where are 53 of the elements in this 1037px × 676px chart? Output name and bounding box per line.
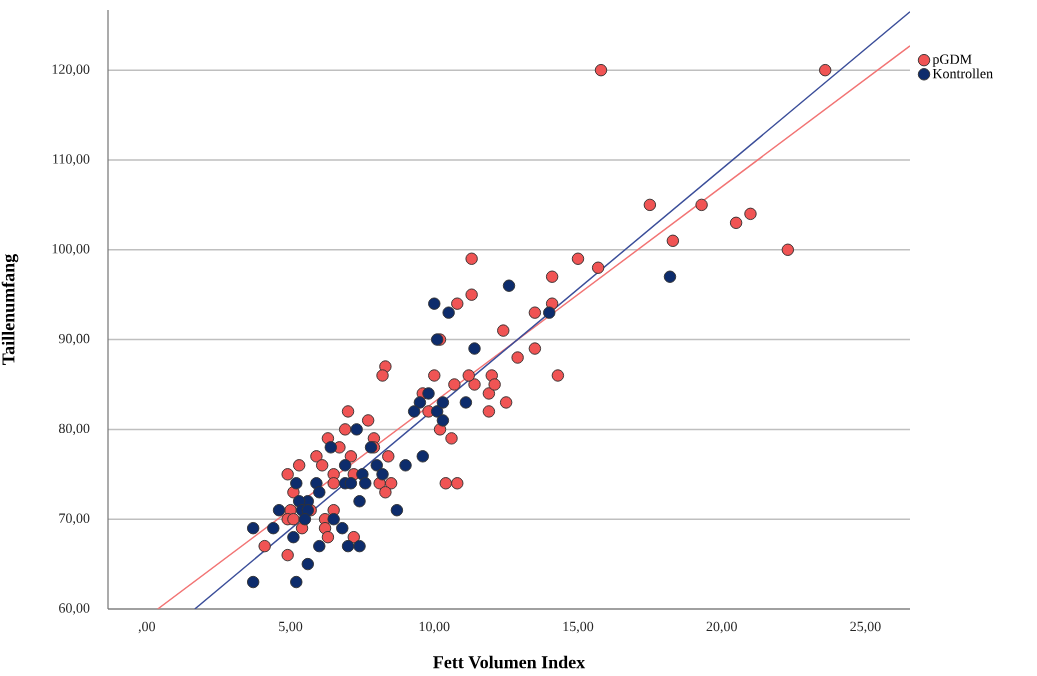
- point: [390, 504, 404, 517]
- point: [663, 270, 677, 283]
- point: [468, 342, 481, 355]
- x-tick-label: 5,00: [279, 621, 303, 634]
- point: [341, 539, 355, 553]
- point: [301, 557, 314, 571]
- point: [287, 530, 300, 544]
- x-tick-label: 15,00: [563, 621, 594, 634]
- point: [246, 575, 260, 589]
- point: [313, 539, 326, 553]
- point: [413, 396, 427, 409]
- point: [442, 306, 455, 319]
- point: [350, 423, 363, 436]
- point: [338, 459, 352, 472]
- y-tick-label: 110,00: [53, 154, 90, 166]
- point: [336, 521, 349, 535]
- point: [436, 414, 450, 427]
- point: [399, 459, 412, 472]
- point: [353, 539, 366, 553]
- point: [290, 477, 303, 490]
- x-tick-label: 25,00: [850, 621, 881, 634]
- point: [298, 512, 312, 526]
- point: [543, 306, 556, 319]
- point: [422, 387, 435, 400]
- point: [313, 486, 326, 499]
- point: [502, 279, 516, 292]
- y-tick-label: 120,00: [52, 64, 90, 76]
- point: [272, 504, 286, 517]
- y-tick-label: 80,00: [58, 423, 90, 436]
- legend-label: Kontrollen: [932, 68, 993, 79]
- point: [370, 459, 383, 472]
- y-tick-label: 90,00: [58, 333, 90, 346]
- point: [290, 575, 303, 589]
- point: [246, 521, 260, 535]
- y-tick-label: 70,00: [59, 513, 90, 525]
- point: [407, 405, 421, 418]
- point: [428, 297, 441, 310]
- y-tick-label: 60,00: [59, 603, 90, 615]
- point: [376, 468, 389, 481]
- point: [353, 495, 366, 508]
- point: [267, 521, 280, 535]
- y-tick-label: 100,00: [52, 244, 90, 256]
- point: [459, 396, 473, 409]
- point: [436, 396, 450, 409]
- point: [359, 477, 372, 490]
- y-axis-title: Taillenumfang: [1, 253, 19, 365]
- point: [416, 450, 429, 463]
- x-tick-label: 10,00: [419, 621, 450, 634]
- x-tick-label: 20,00: [706, 621, 737, 634]
- legend-label: pGDM: [932, 54, 972, 67]
- point: [344, 477, 358, 490]
- x-tick-label: ,00: [138, 621, 156, 634]
- x-axis-title: Fett Volumen Index: [433, 655, 586, 669]
